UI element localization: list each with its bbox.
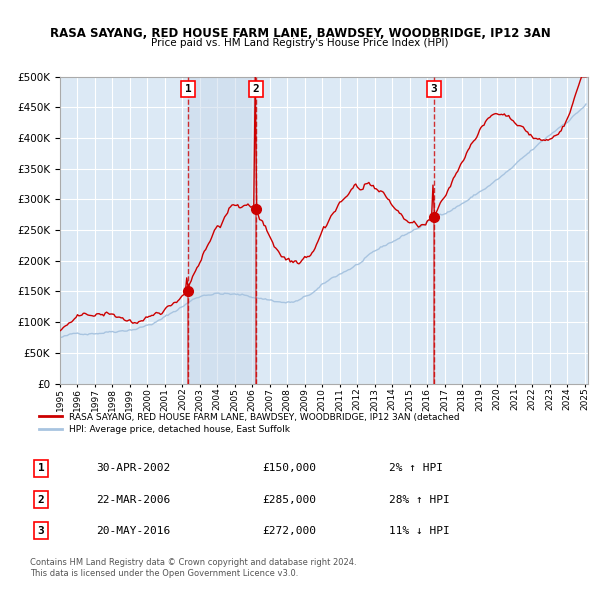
- Text: 3: 3: [430, 84, 437, 94]
- Text: 2% ↑ HPI: 2% ↑ HPI: [389, 464, 443, 473]
- Text: Price paid vs. HM Land Registry's House Price Index (HPI): Price paid vs. HM Land Registry's House …: [151, 38, 449, 48]
- Text: 1: 1: [185, 84, 191, 94]
- Text: 3: 3: [38, 526, 44, 536]
- Text: Contains HM Land Registry data © Crown copyright and database right 2024.: Contains HM Land Registry data © Crown c…: [30, 558, 356, 566]
- Text: 1: 1: [38, 464, 44, 473]
- Text: 28% ↑ HPI: 28% ↑ HPI: [389, 494, 449, 504]
- Text: £272,000: £272,000: [262, 526, 316, 536]
- Text: 2: 2: [38, 494, 44, 504]
- Text: £285,000: £285,000: [262, 494, 316, 504]
- Text: 22-MAR-2006: 22-MAR-2006: [96, 494, 170, 504]
- Text: 11% ↓ HPI: 11% ↓ HPI: [389, 526, 449, 536]
- Text: This data is licensed under the Open Government Licence v3.0.: This data is licensed under the Open Gov…: [30, 569, 298, 578]
- Text: 2: 2: [253, 84, 260, 94]
- Text: 20-MAY-2016: 20-MAY-2016: [96, 526, 170, 536]
- Text: £150,000: £150,000: [262, 464, 316, 473]
- Text: 30-APR-2002: 30-APR-2002: [96, 464, 170, 473]
- Bar: [188, 77, 256, 384]
- Legend: RASA SAYANG, RED HOUSE FARM LANE, BAWDSEY, WOODBRIDGE, IP12 3AN (detached, HPI: : RASA SAYANG, RED HOUSE FARM LANE, BAWDSE…: [35, 408, 464, 438]
- Text: RASA SAYANG, RED HOUSE FARM LANE, BAWDSEY, WOODBRIDGE, IP12 3AN: RASA SAYANG, RED HOUSE FARM LANE, BAWDSE…: [50, 27, 550, 40]
